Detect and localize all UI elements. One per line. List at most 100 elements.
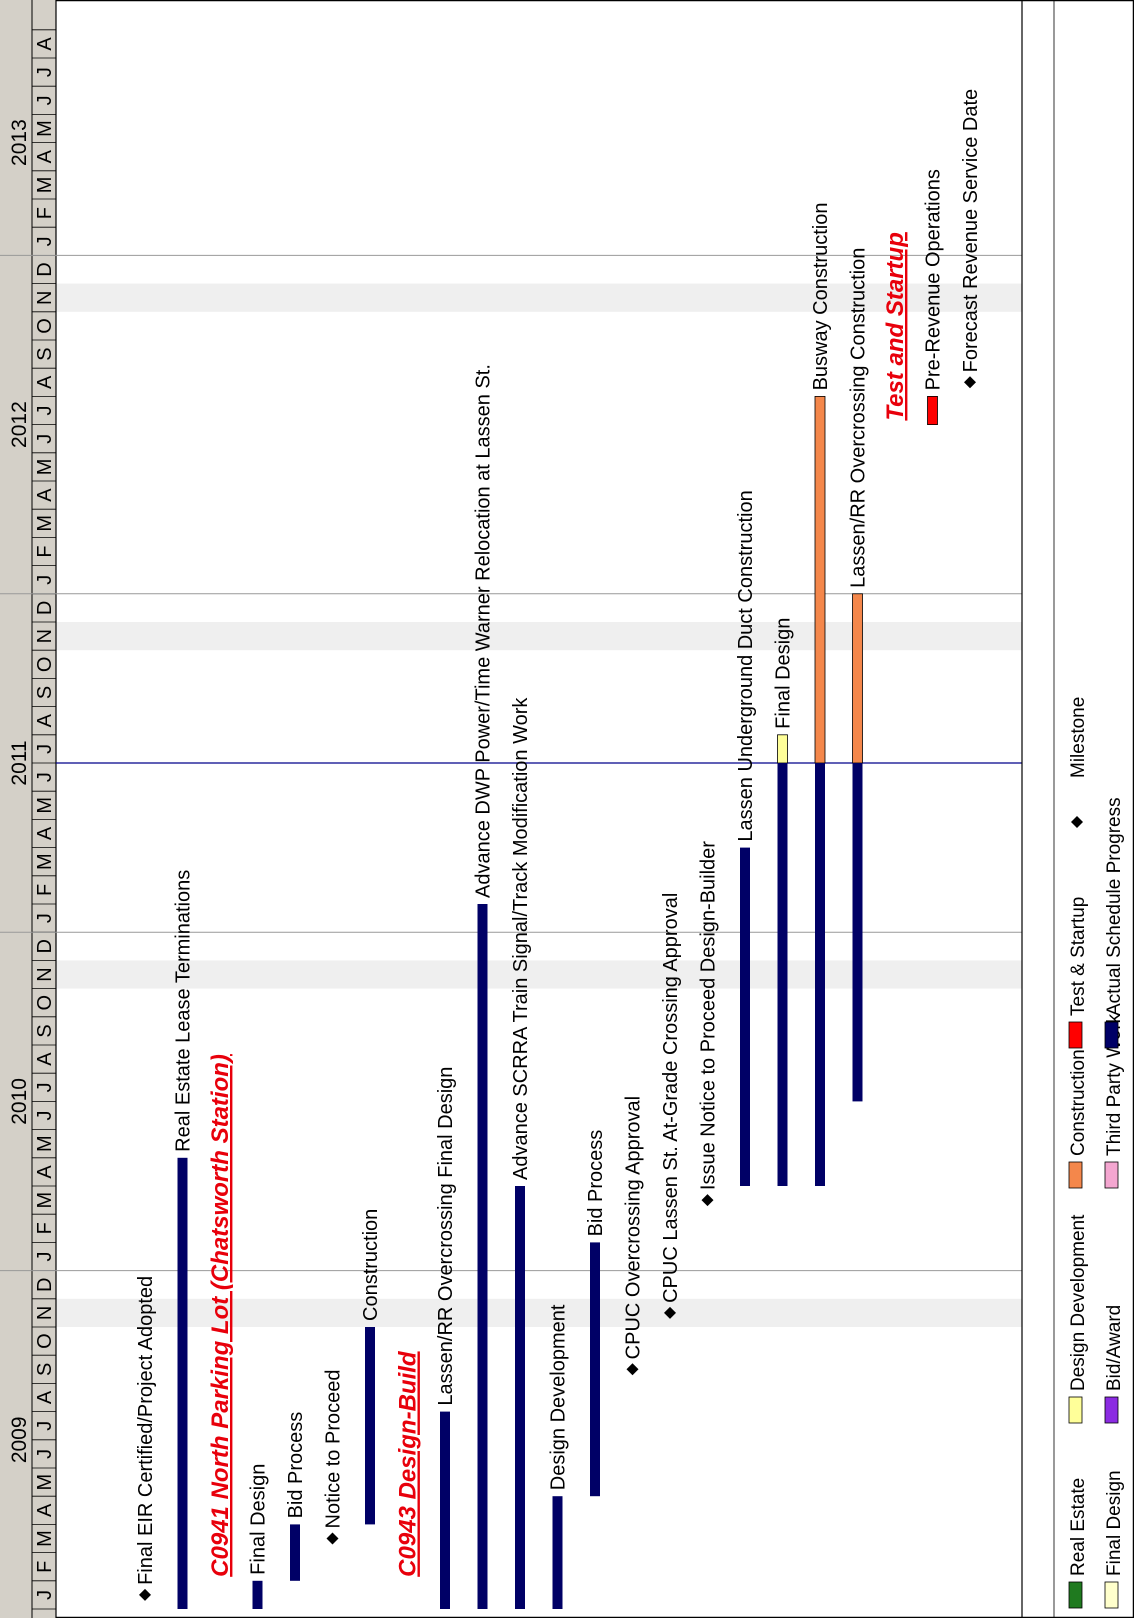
month-tick-label: S: [34, 1024, 56, 1037]
legend-swatch: [1104, 1396, 1119, 1424]
legend-swatch: [1068, 1161, 1083, 1189]
task-label: Bid Process: [585, 1130, 607, 1237]
month-tick-label: M: [34, 1530, 56, 1547]
legend-label: Test & Startup: [1068, 897, 1089, 1016]
task-bar: [365, 1327, 375, 1525]
milestone-diamond: [964, 376, 976, 389]
header-background: [0, 0, 56, 1618]
month-tick-label: O: [34, 657, 56, 673]
legend-label: Actual Schedule Progress: [1104, 797, 1125, 1016]
legend-label: Third Party Work: [1104, 1013, 1125, 1156]
month-tick-label: J: [34, 406, 56, 416]
task-label: Advance SCRRA Train Signal/Track Modific…: [510, 697, 532, 1180]
milestone-label: CPUC Overcrossing Approval: [623, 1096, 645, 1359]
year-tick-label: 2011: [8, 740, 31, 785]
month-tick-label: M: [34, 853, 56, 870]
month-tick-label: A: [34, 826, 56, 840]
month-tick-label: N: [34, 1306, 56, 1320]
month-tick-label: M: [34, 1474, 56, 1491]
month-tick-label: N: [34, 967, 56, 981]
legend-swatch: [1068, 1396, 1083, 1424]
year-tick-label: 2010: [8, 1078, 31, 1125]
milestone-label: Forecast Revenue Service Date: [960, 89, 982, 372]
month-tick-label: J: [34, 434, 56, 444]
task-label: Lassen/RR Overcrossing Construction: [848, 248, 870, 588]
month-tick-label: J: [34, 95, 56, 105]
month-tick-label: A: [34, 37, 56, 51]
year-tick-label: 2009: [8, 1416, 31, 1463]
month-tick-label: A: [34, 1165, 56, 1179]
month-tick-label: S: [34, 686, 56, 699]
month-tick-label: D: [34, 939, 56, 953]
month-tick-label: J: [34, 575, 56, 585]
month-tick-label: A: [34, 375, 56, 389]
month-tick-label: N: [34, 629, 56, 643]
month-tick-label: D: [34, 1277, 56, 1291]
month-tick-label: J: [34, 236, 56, 246]
legend-swatch: [1104, 1581, 1119, 1609]
month-tick-label: D: [34, 262, 56, 276]
task-bar: [552, 1496, 563, 1609]
month-tick-label: A: [34, 1503, 56, 1517]
plan-bar: [814, 395, 826, 764]
legend-swatch: [1068, 1021, 1083, 1049]
task-bar: [740, 847, 750, 1186]
plan-bar: [777, 734, 788, 764]
month-tick-label: F: [34, 207, 56, 219]
month-tick-label: F: [34, 1222, 56, 1234]
month-tick-label: M: [34, 177, 56, 194]
section-title: Test and Startup: [882, 232, 909, 420]
milestone-diamond: [326, 1532, 339, 1545]
legend-label: Design Development: [1068, 1214, 1089, 1391]
task-bar: [515, 1186, 525, 1609]
legend-label: Real Estate: [1068, 1478, 1089, 1576]
task-bar: [177, 1157, 188, 1609]
milestone-label: Notice to Proceed: [323, 1370, 345, 1529]
task-label: Lassen Underground Duct Construction: [735, 490, 757, 841]
task-label: Busway Construction: [810, 203, 832, 391]
month-tick-label: J: [34, 67, 56, 77]
plan-bar: [852, 593, 863, 764]
month-tick-label: A: [34, 1052, 56, 1066]
milestone-label: CPUC Lassen St. At-Grade Crossing Approv…: [660, 893, 682, 1303]
month-tick-label: J: [34, 744, 56, 754]
task-bar: [927, 395, 938, 425]
legend-swatch: [1104, 1161, 1119, 1189]
legend-milestone-swatch: [1071, 816, 1083, 828]
task-label: Lassen/RR Overcrossing Final Design: [435, 1067, 457, 1406]
month-tick-label: J: [34, 1082, 56, 1092]
month-tick-label: A: [34, 149, 56, 163]
month-tick-label: N: [34, 290, 56, 304]
task-label: Design Development: [548, 1304, 570, 1490]
month-tick-label: J: [34, 1590, 56, 1600]
legend-swatch: [1104, 1021, 1119, 1049]
month-tick-label: J: [34, 1252, 56, 1262]
month-tick-label: M: [34, 459, 56, 476]
task-label: Final Design: [773, 618, 795, 729]
month-tick-label: J: [34, 1421, 56, 1431]
milestone-label: Issue Notice to Proceed Design-Builder: [698, 841, 720, 1190]
actual-bar: [815, 763, 825, 1186]
task-bar: [252, 1580, 263, 1609]
year-tick-label: 2013: [8, 119, 31, 166]
month-tick-label: O: [34, 318, 56, 334]
month-tick-label: D: [34, 601, 56, 615]
month-tick-label: A: [34, 488, 56, 502]
month-tick-label: J: [34, 1449, 56, 1459]
month-tick-label: F: [34, 1561, 56, 1573]
highlight-band: [56, 960, 1022, 989]
month-tick-label: M: [34, 515, 56, 532]
month-tick-label: J: [34, 772, 56, 782]
highlight-band: [56, 1298, 1022, 1327]
task-bar: [477, 904, 488, 1609]
legend-label: Milestone: [1068, 697, 1089, 778]
task-label: Construction: [360, 1209, 382, 1321]
task-label: Final Design: [248, 1464, 270, 1575]
task-label: Pre-Revenue Operations: [923, 169, 945, 390]
month-tick-label: J: [34, 1111, 56, 1121]
month-tick-label: J: [34, 913, 56, 923]
task-bar: [590, 1242, 600, 1497]
